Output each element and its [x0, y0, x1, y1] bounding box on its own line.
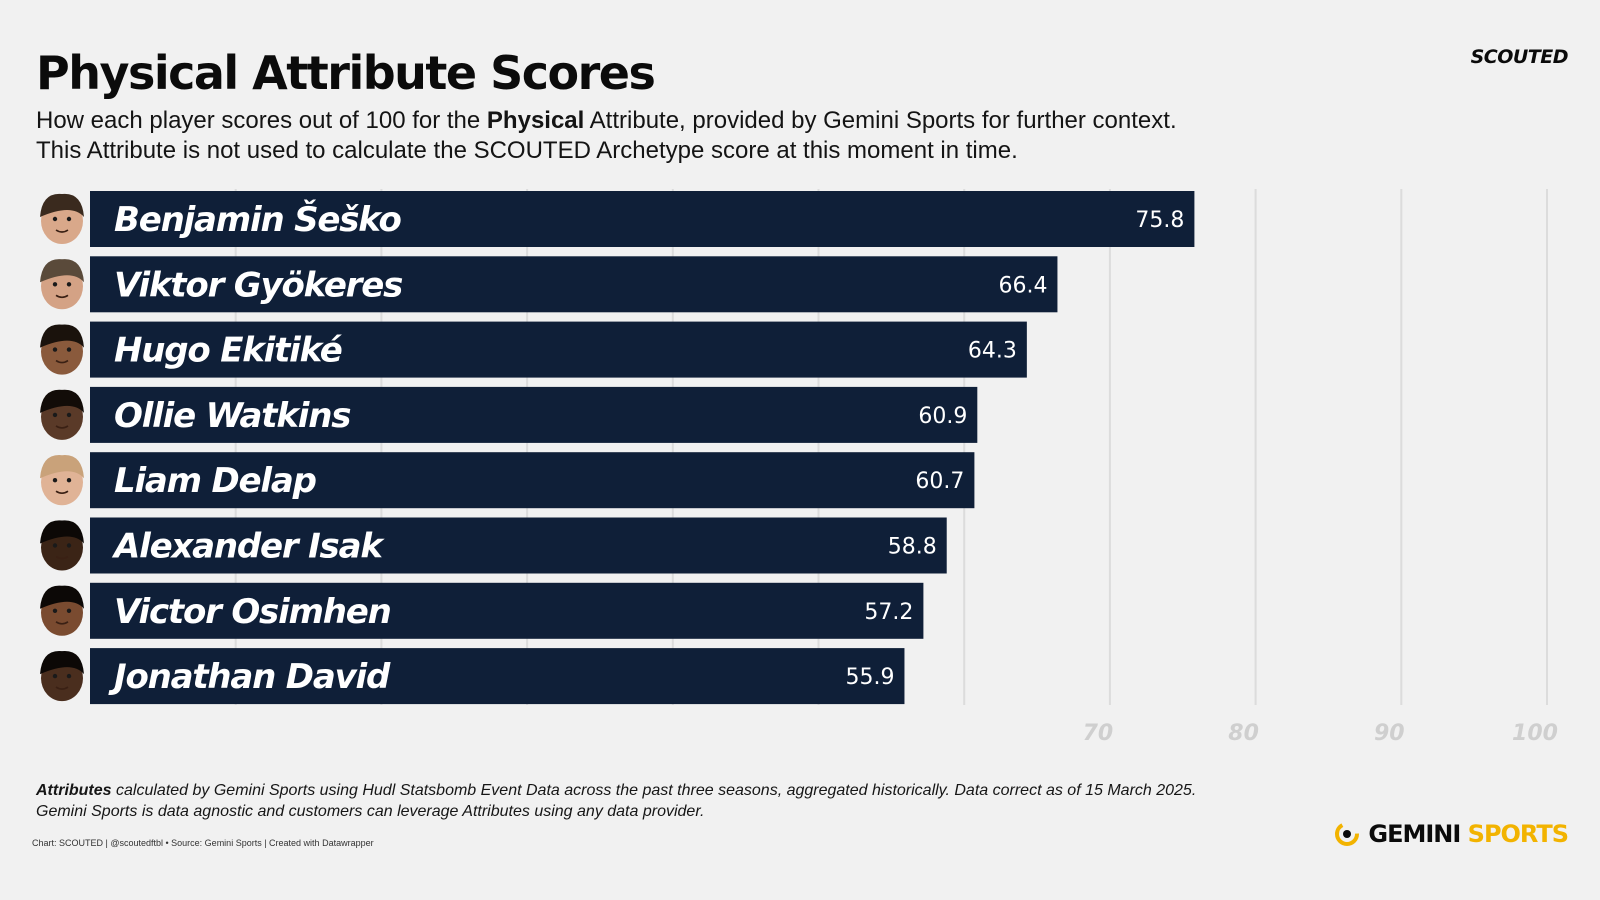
mouth [55, 229, 69, 233]
mouth [55, 686, 69, 690]
eye [52, 412, 58, 418]
x-axis-ticks: 70 80 90 100 [1083, 721, 1558, 746]
eye [52, 673, 58, 679]
subtitle-pre: How each player scores out of 100 for th… [36, 107, 487, 134]
mouth [55, 621, 69, 625]
hair-shape [40, 324, 84, 348]
bar-label: Ollie Watkins [114, 396, 351, 436]
subtitle-line-1: How each player scores out of 100 for th… [36, 106, 1177, 136]
bar-label: Liam Delap [114, 461, 317, 501]
mouth [55, 425, 69, 429]
logo-word-2: SPORTS [1467, 820, 1569, 848]
bar-label: Benjamin Šeško [114, 199, 401, 240]
footnote-text-1: calculated by Gemini Sports using Hudl S… [111, 782, 1197, 799]
bar-value-label: 60.9 [918, 404, 967, 429]
mouth [55, 490, 69, 494]
hair-shape [40, 520, 84, 544]
gemini-logo-text: GEMINI SPORTS [1368, 820, 1569, 848]
bar [90, 582, 924, 639]
tick-label: 80 [1228, 721, 1259, 746]
bar [90, 386, 978, 443]
player-headshot-icon [40, 259, 84, 310]
bar-label: Jonathan David [108, 657, 391, 697]
scouted-brand: SCOUTED [1470, 46, 1569, 68]
gemini-sports-logo: GEMINI SPORTS [1334, 820, 1569, 848]
player-headshot-icon [40, 585, 84, 636]
eye [52, 478, 58, 483]
mouth [55, 294, 69, 299]
eye [66, 608, 72, 613]
subtitle-post: Attribute, provided by Gemini Sports for… [584, 107, 1177, 134]
bar [90, 648, 905, 705]
chart-title: Physical Attribute Scores [36, 46, 656, 100]
bar-value-label: 55.9 [845, 665, 894, 690]
eye [66, 478, 72, 483]
bar-value-label: 60.7 [915, 469, 964, 494]
eye [66, 412, 72, 418]
bar-label: Viktor Gyökeres [114, 265, 403, 305]
bar-value-label: 66.4 [998, 273, 1047, 298]
eye [66, 673, 72, 679]
eye [66, 543, 72, 548]
player-headshot-icon [40, 193, 84, 244]
mouth [55, 555, 69, 560]
logo-word-1: GEMINI [1368, 820, 1461, 848]
eye [52, 608, 58, 613]
mouth [55, 359, 69, 364]
hair-shape [40, 193, 84, 217]
hair-shape [40, 389, 84, 413]
player-headshot-icon [40, 455, 84, 506]
tick-label: 70 [1083, 721, 1114, 746]
bar [90, 191, 1195, 247]
footnote-bold: Attributes [36, 782, 112, 799]
bar [90, 452, 975, 509]
eye [52, 282, 58, 287]
player-headshot-icon [40, 520, 84, 571]
bar [90, 321, 1027, 378]
footnote-line-1: Attributes calculated by Gemini Sports u… [36, 780, 1196, 801]
chart-credits: Chart: SCOUTED | @scoutedftbl • Source: … [32, 838, 374, 848]
eye [66, 282, 72, 287]
bar-label: Alexander Isak [111, 527, 385, 567]
player-headshot-icon [40, 650, 84, 702]
hair-shape [40, 585, 84, 609]
hair-shape [40, 259, 84, 283]
eye [52, 347, 58, 352]
footnote: Attributes calculated by Gemini Sports u… [36, 780, 1196, 822]
bar [90, 517, 947, 574]
hair-shape [40, 650, 84, 675]
bar-value-label: 58.8 [888, 535, 937, 560]
bar-value-label: 64.3 [968, 339, 1017, 364]
player-headshot-icon [40, 324, 84, 375]
hair-shape [40, 455, 84, 479]
eye [66, 216, 72, 222]
eye [52, 216, 58, 222]
subtitle-line-2: This Attribute is not used to calculate … [36, 137, 1018, 164]
bar-value-label: 75.8 [1135, 208, 1184, 233]
tick-label: 90 [1374, 721, 1405, 746]
chart-subtitle: How each player scores out of 100 for th… [36, 106, 1177, 166]
headshots [40, 193, 84, 702]
subtitle-bold: Physical [486, 107, 585, 134]
bar-label: Hugo Ekitiké [114, 331, 343, 371]
bar [90, 256, 1058, 313]
tick-label: 100 [1512, 721, 1558, 746]
eye [66, 347, 72, 352]
footnote-line-2: Gemini Sports is data agnostic and custo… [36, 803, 705, 820]
bar-value-label: 57.2 [864, 600, 913, 625]
eye [52, 543, 58, 548]
player-headshot-icon [40, 389, 84, 440]
gemini-logo-icon [1335, 822, 1360, 846]
bars: Benjamin Šeško 75.8 Viktor Gyökeres 66.4 Hug… [90, 191, 1195, 705]
bar-label: Victor Osimhen [114, 592, 391, 632]
